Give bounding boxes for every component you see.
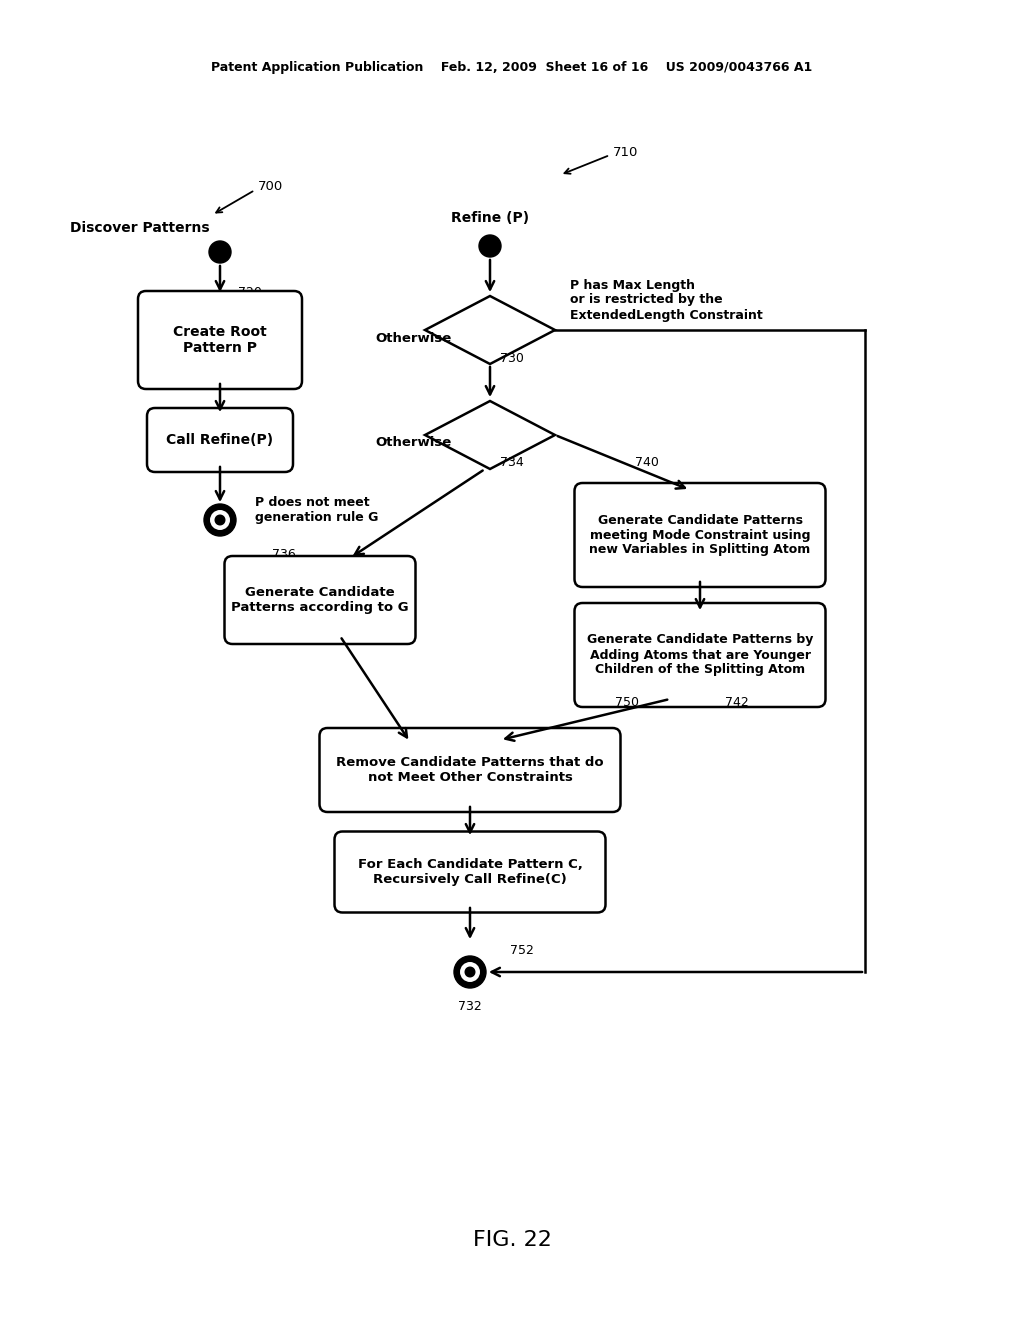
- Text: Call Refine(P): Call Refine(P): [167, 433, 273, 447]
- Text: Generate Candidate
Patterns according to G: Generate Candidate Patterns according to…: [231, 586, 409, 614]
- Text: 722: 722: [238, 405, 262, 418]
- Text: 700: 700: [258, 181, 284, 194]
- FancyBboxPatch shape: [319, 729, 621, 812]
- FancyBboxPatch shape: [147, 408, 293, 473]
- Circle shape: [479, 235, 501, 257]
- Text: Otherwise: Otherwise: [375, 437, 452, 450]
- Text: 752: 752: [510, 944, 534, 957]
- Text: 740: 740: [635, 457, 658, 470]
- Text: Generate Candidate Patterns by
Adding Atoms that are Younger
Children of the Spl: Generate Candidate Patterns by Adding At…: [587, 634, 813, 676]
- Text: 732: 732: [458, 1001, 482, 1012]
- Text: P has Max Length
or is restricted by the
ExtendedLength Constraint: P has Max Length or is restricted by the…: [570, 279, 763, 322]
- Polygon shape: [425, 401, 555, 469]
- Text: Discover Patterns: Discover Patterns: [71, 220, 210, 235]
- Text: 736: 736: [272, 549, 296, 561]
- FancyBboxPatch shape: [224, 556, 416, 644]
- Text: For Each Candidate Pattern C,
Recursively Call Refine(C): For Each Candidate Pattern C, Recursivel…: [357, 858, 583, 886]
- Text: Generate Candidate Patterns
meeting Mode Constraint using
new Variables in Split: Generate Candidate Patterns meeting Mode…: [590, 513, 811, 557]
- Text: Remove Candidate Patterns that do
not Meet Other Constraints: Remove Candidate Patterns that do not Me…: [336, 756, 604, 784]
- Circle shape: [204, 504, 236, 536]
- Text: Refine (P): Refine (P): [451, 211, 529, 224]
- Circle shape: [465, 968, 475, 977]
- Text: P does not meet
generation rule G: P does not meet generation rule G: [255, 496, 379, 524]
- Text: 750: 750: [615, 696, 639, 709]
- Text: 730: 730: [500, 351, 524, 364]
- Text: 734: 734: [500, 455, 523, 469]
- Text: Patent Application Publication    Feb. 12, 2009  Sheet 16 of 16    US 2009/00437: Patent Application Publication Feb. 12, …: [211, 62, 813, 74]
- Circle shape: [454, 956, 486, 987]
- Text: Create Root
Pattern P: Create Root Pattern P: [173, 325, 267, 355]
- FancyBboxPatch shape: [138, 290, 302, 389]
- Text: Otherwise: Otherwise: [375, 331, 452, 345]
- FancyBboxPatch shape: [335, 832, 605, 912]
- FancyBboxPatch shape: [574, 603, 825, 708]
- Text: 720: 720: [238, 285, 262, 298]
- Circle shape: [215, 515, 225, 525]
- Polygon shape: [425, 296, 555, 364]
- Circle shape: [211, 511, 229, 529]
- Text: 710: 710: [613, 145, 638, 158]
- Text: 742: 742: [725, 696, 749, 709]
- Circle shape: [461, 962, 479, 981]
- Circle shape: [209, 242, 231, 263]
- FancyBboxPatch shape: [574, 483, 825, 587]
- Text: FIG. 22: FIG. 22: [472, 1230, 552, 1250]
